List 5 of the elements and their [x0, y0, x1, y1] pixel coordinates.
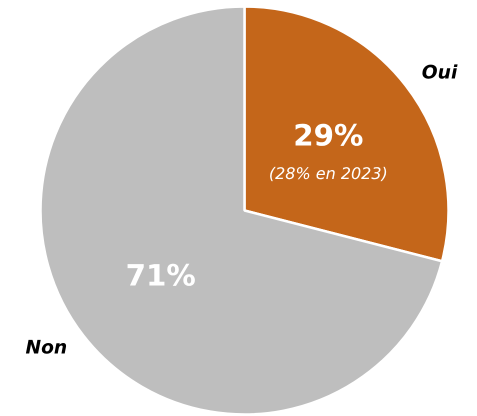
slice-label: Oui [422, 62, 458, 84]
text: (28% en 2023) [268, 164, 388, 183]
data-label: 71% [126, 258, 196, 293]
slice-label: Non [25, 338, 68, 359]
data-label: 29% [293, 118, 364, 152]
